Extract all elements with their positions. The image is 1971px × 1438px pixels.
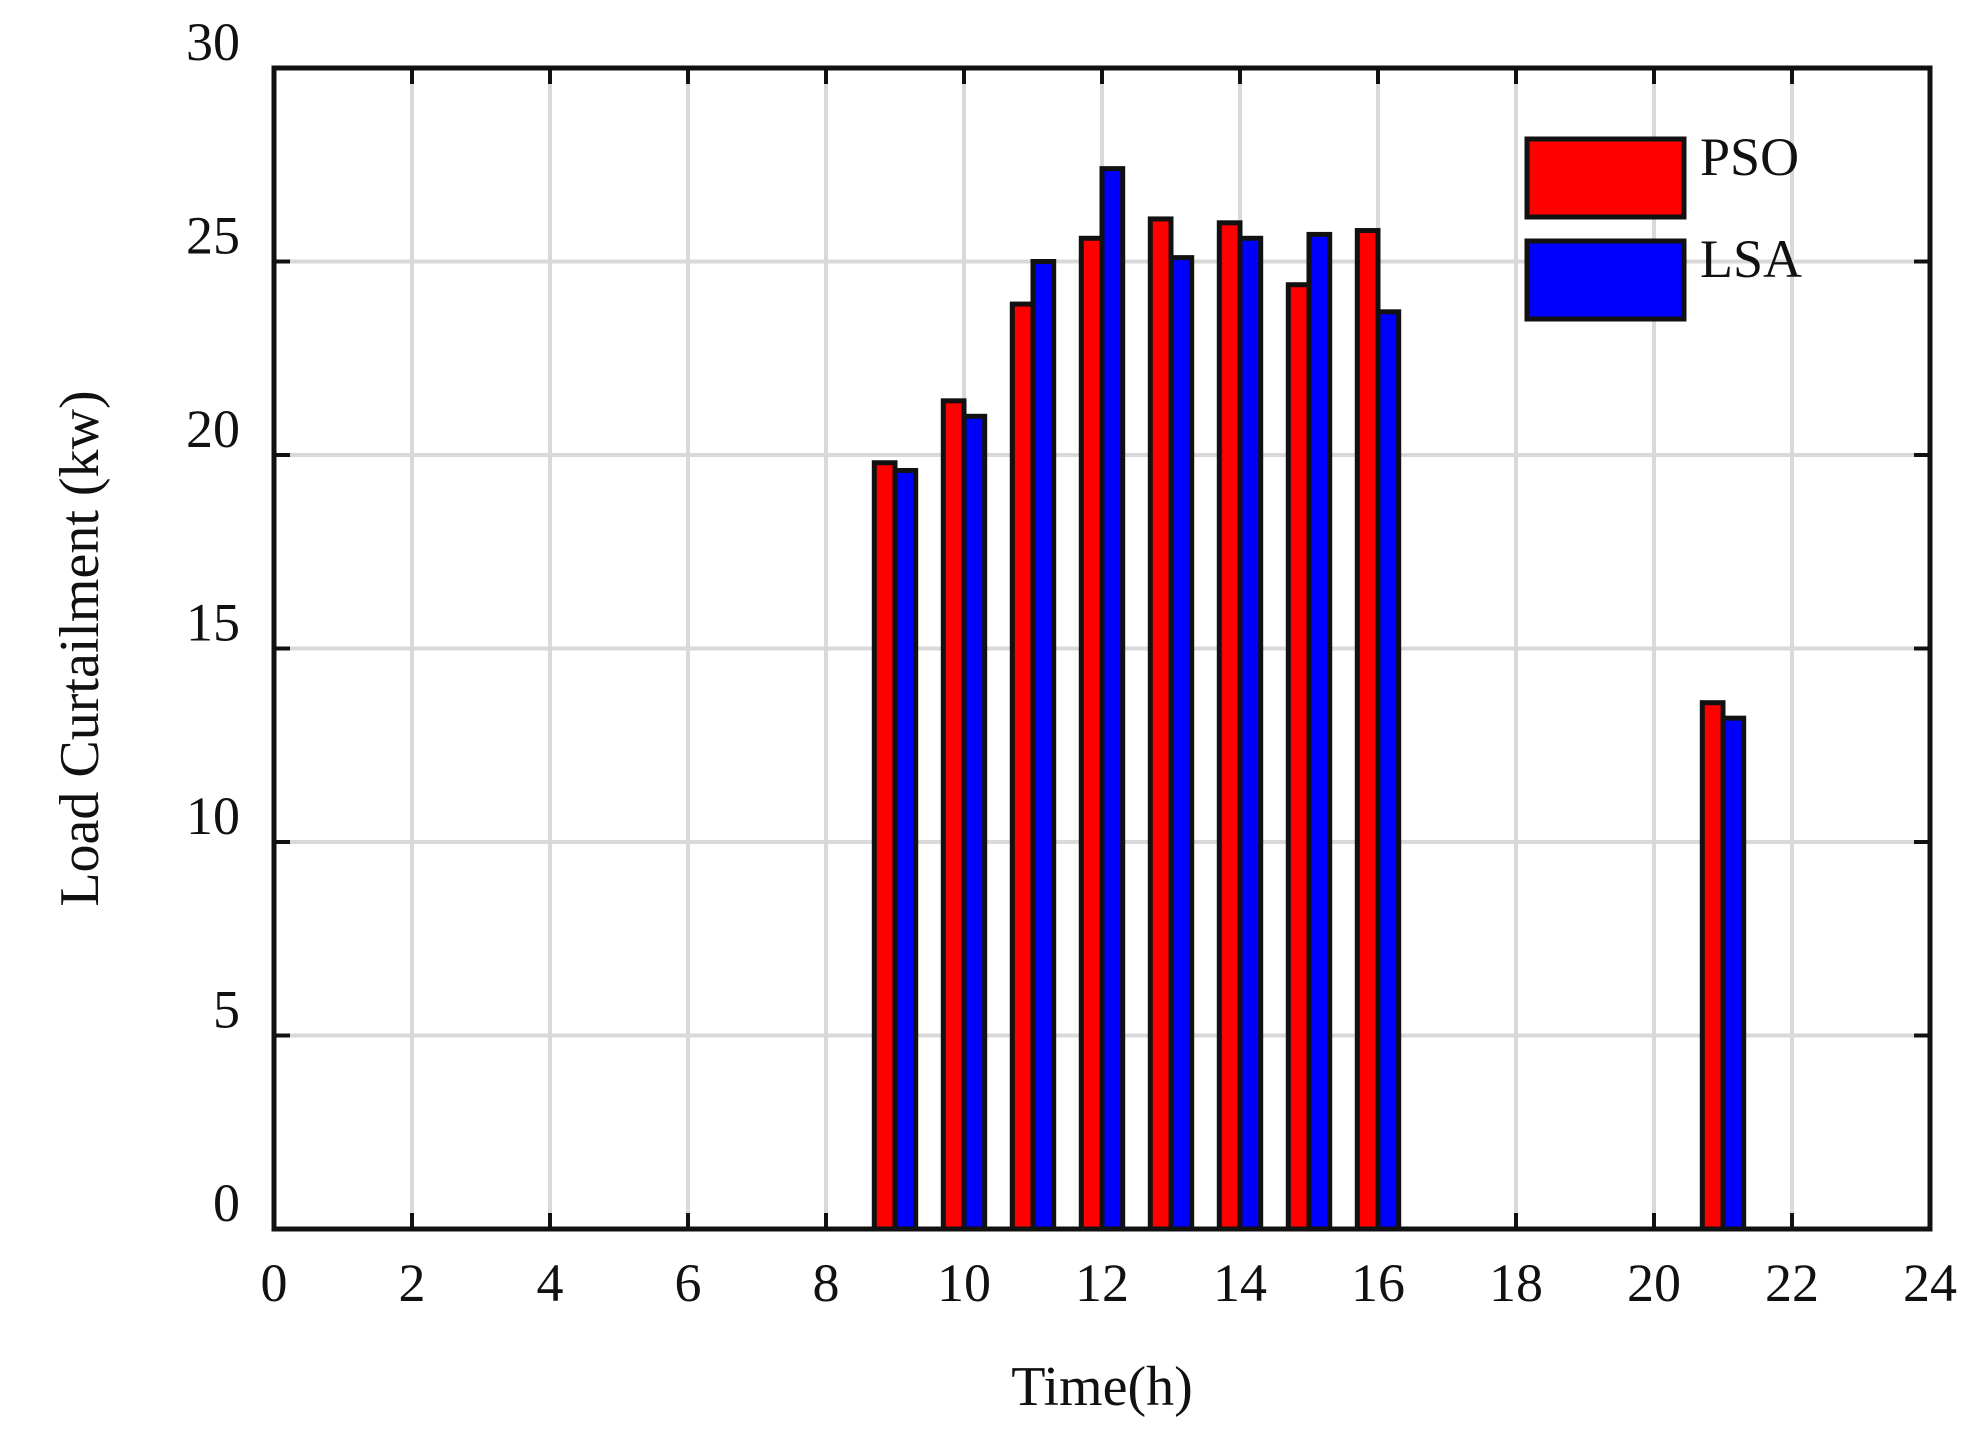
bar-lsa-21 bbox=[1720, 715, 1747, 1232]
bar-pso-16 bbox=[1354, 228, 1381, 1232]
bar-lsa-13 bbox=[1168, 255, 1195, 1232]
bar-pso-11 bbox=[1009, 301, 1036, 1232]
x-tick-label: 0 bbox=[261, 1253, 288, 1313]
x-tick-label: 2 bbox=[399, 1253, 426, 1313]
y-axis-title: Load Curtailment (kw) bbox=[49, 390, 111, 906]
bar-pso-12 bbox=[1078, 235, 1105, 1232]
legend-swatch-lsa bbox=[1524, 238, 1687, 322]
y-tick-label: 25 bbox=[186, 206, 240, 266]
bar-pso-9 bbox=[871, 460, 898, 1232]
bar-lsa-16 bbox=[1375, 309, 1402, 1232]
bar-lsa-11 bbox=[1030, 259, 1057, 1232]
bar-lsa-15 bbox=[1306, 231, 1333, 1232]
x-tick-label: 12 bbox=[1075, 1253, 1129, 1313]
bar-lsa-10 bbox=[961, 413, 988, 1232]
bar-pso-15 bbox=[1285, 282, 1312, 1232]
x-tick-label: 18 bbox=[1489, 1253, 1543, 1313]
bar-lsa-12 bbox=[1099, 166, 1126, 1232]
y-tick-label: 20 bbox=[186, 399, 240, 459]
bar-pso-14 bbox=[1216, 220, 1243, 1232]
x-tick-label: 20 bbox=[1627, 1253, 1681, 1313]
bar-lsa-14 bbox=[1237, 235, 1264, 1232]
y-tick-label: 10 bbox=[186, 786, 240, 846]
bar-pso-21 bbox=[1699, 700, 1726, 1232]
bars-layer bbox=[871, 166, 1747, 1232]
x-tick-label: 16 bbox=[1351, 1253, 1405, 1313]
legend-swatch-pso bbox=[1524, 136, 1687, 220]
x-tick-label: 6 bbox=[675, 1253, 702, 1313]
y-tick-label: 30 bbox=[186, 12, 240, 72]
legend-label-lsa: LSA bbox=[1700, 229, 1802, 289]
x-tick-label: 4 bbox=[537, 1253, 564, 1313]
x-axis-title: Time(h) bbox=[1011, 1356, 1193, 1418]
bar-lsa-9 bbox=[892, 467, 919, 1232]
legend: PSO LSA bbox=[1524, 127, 1802, 322]
y-tick-label: 0 bbox=[213, 1173, 240, 1233]
y-tick-label: 5 bbox=[213, 980, 240, 1040]
legend-label-pso: PSO bbox=[1700, 127, 1799, 187]
bar-pso-10 bbox=[940, 398, 967, 1232]
bar-pso-13 bbox=[1147, 216, 1174, 1232]
y-tick-label: 15 bbox=[186, 593, 240, 653]
x-tick-label: 24 bbox=[1903, 1253, 1957, 1313]
ticks-layer bbox=[272, 66, 1932, 1231]
x-tick-label: 14 bbox=[1213, 1253, 1267, 1313]
x-tick-label: 8 bbox=[813, 1253, 840, 1313]
x-tick-label: 22 bbox=[1765, 1253, 1819, 1313]
x-tick-label: 10 bbox=[937, 1253, 991, 1313]
